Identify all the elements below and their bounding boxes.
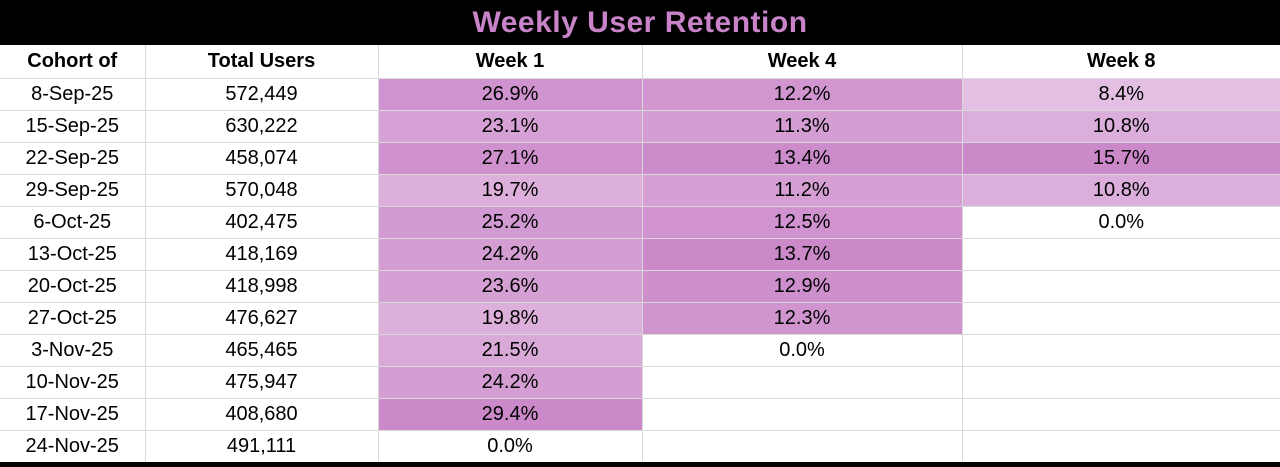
- total-users-cell[interactable]: 458,074: [144, 141, 379, 175]
- week1-cell[interactable]: 29.4%: [377, 397, 643, 431]
- week1-cell[interactable]: 0.0%: [377, 429, 643, 463]
- table-row: 3-Nov-25 465,465 21.5% 0.0%: [0, 333, 1280, 367]
- week8-cell[interactable]: [961, 429, 1280, 463]
- table-body: 8-Sep-25 572,449 26.9% 12.2% 8.4% 15-Sep-25 63…: [0, 77, 1280, 463]
- total-users-cell[interactable]: 418,998: [144, 269, 379, 303]
- week8-cell[interactable]: [961, 301, 1280, 335]
- total-users-cell[interactable]: 418,169: [144, 237, 379, 271]
- week8-cell[interactable]: [961, 237, 1280, 271]
- table-row: 27-Oct-25 476,627 19.8% 12.3%: [0, 301, 1280, 335]
- week1-cell[interactable]: 23.6%: [377, 269, 643, 303]
- week4-cell[interactable]: 12.2%: [641, 77, 963, 111]
- total-users-cell[interactable]: 475,947: [144, 365, 379, 399]
- table-row: 8-Sep-25 572,449 26.9% 12.2% 8.4%: [0, 77, 1280, 111]
- week1-cell[interactable]: 21.5%: [377, 333, 643, 367]
- table-row: 24-Nov-25 491,111 0.0%: [0, 429, 1280, 463]
- total-users-cell[interactable]: 491,111: [144, 429, 379, 463]
- cohort-cell[interactable]: 10-Nov-25: [0, 365, 146, 399]
- column-header-week8[interactable]: Week 8: [961, 45, 1280, 79]
- cohort-cell[interactable]: 6-Oct-25: [0, 205, 146, 239]
- week4-cell[interactable]: 12.9%: [641, 269, 963, 303]
- total-users-cell[interactable]: 465,465: [144, 333, 379, 367]
- column-header-total-users[interactable]: Total Users: [144, 45, 379, 79]
- week1-cell[interactable]: 26.9%: [377, 77, 643, 111]
- table-row: 6-Oct-25 402,475 25.2% 12.5% 0.0%: [0, 205, 1280, 239]
- cohort-cell[interactable]: 13-Oct-25: [0, 237, 146, 271]
- bottom-black-strip: [0, 462, 1280, 467]
- column-header-cohort[interactable]: Cohort of: [0, 45, 146, 79]
- cohort-cell[interactable]: 17-Nov-25: [0, 397, 146, 431]
- cohort-cell[interactable]: 20-Oct-25: [0, 269, 146, 303]
- cohort-cell[interactable]: 27-Oct-25: [0, 301, 146, 335]
- column-header-week4[interactable]: Week 4: [641, 45, 963, 79]
- week8-cell[interactable]: 10.8%: [961, 109, 1280, 143]
- retention-table: Cohort of Total Users Week 1 Week 4 Week…: [0, 45, 1280, 463]
- week8-cell[interactable]: 8.4%: [961, 77, 1280, 111]
- table-row: 20-Oct-25 418,998 23.6% 12.9%: [0, 269, 1280, 303]
- week1-cell[interactable]: 25.2%: [377, 205, 643, 239]
- week8-cell[interactable]: [961, 365, 1280, 399]
- week4-cell[interactable]: [641, 397, 963, 431]
- table-row: 29-Sep-25 570,048 19.7% 11.2% 10.8%: [0, 173, 1280, 207]
- total-users-cell[interactable]: 630,222: [144, 109, 379, 143]
- week4-cell[interactable]: 0.0%: [641, 333, 963, 367]
- total-users-cell[interactable]: 572,449: [144, 77, 379, 111]
- week8-cell[interactable]: [961, 333, 1280, 367]
- week8-cell[interactable]: [961, 269, 1280, 303]
- cohort-cell[interactable]: 15-Sep-25: [0, 109, 146, 143]
- week1-cell[interactable]: 24.2%: [377, 365, 643, 399]
- table-title: Weekly User Retention: [472, 5, 808, 39]
- week4-cell[interactable]: 11.2%: [641, 173, 963, 207]
- week4-cell[interactable]: 12.3%: [641, 301, 963, 335]
- week1-cell[interactable]: 19.8%: [377, 301, 643, 335]
- week8-cell[interactable]: [961, 397, 1280, 431]
- total-users-cell[interactable]: 570,048: [144, 173, 379, 207]
- week4-cell[interactable]: 13.4%: [641, 141, 963, 175]
- column-header-week1[interactable]: Week 1: [377, 45, 643, 79]
- week8-cell[interactable]: 10.8%: [961, 173, 1280, 207]
- week8-cell[interactable]: 0.0%: [961, 205, 1280, 239]
- table-title-bar: Weekly User Retention: [0, 0, 1280, 45]
- cohort-cell[interactable]: 3-Nov-25: [0, 333, 146, 367]
- table-row: 15-Sep-25 630,222 23.1% 11.3% 10.8%: [0, 109, 1280, 143]
- header-row: Cohort of Total Users Week 1 Week 4 Week…: [0, 45, 1280, 79]
- table-row: 13-Oct-25 418,169 24.2% 13.7%: [0, 237, 1280, 271]
- cohort-cell[interactable]: 22-Sep-25: [0, 141, 146, 175]
- cohort-cell[interactable]: 24-Nov-25: [0, 429, 146, 463]
- total-users-cell[interactable]: 408,680: [144, 397, 379, 431]
- table-row: 22-Sep-25 458,074 27.1% 13.4% 15.7%: [0, 141, 1280, 175]
- cohort-cell[interactable]: 29-Sep-25: [0, 173, 146, 207]
- total-users-cell[interactable]: 476,627: [144, 301, 379, 335]
- table-row: 10-Nov-25 475,947 24.2%: [0, 365, 1280, 399]
- week4-cell[interactable]: 11.3%: [641, 109, 963, 143]
- week4-cell[interactable]: [641, 429, 963, 463]
- week1-cell[interactable]: 19.7%: [377, 173, 643, 207]
- table-row: 17-Nov-25 408,680 29.4%: [0, 397, 1280, 431]
- week1-cell[interactable]: 27.1%: [377, 141, 643, 175]
- week8-cell[interactable]: 15.7%: [961, 141, 1280, 175]
- total-users-cell[interactable]: 402,475: [144, 205, 379, 239]
- week1-cell[interactable]: 24.2%: [377, 237, 643, 271]
- week1-cell[interactable]: 23.1%: [377, 109, 643, 143]
- week4-cell[interactable]: 12.5%: [641, 205, 963, 239]
- week4-cell[interactable]: [641, 365, 963, 399]
- cohort-cell[interactable]: 8-Sep-25: [0, 77, 146, 111]
- week4-cell[interactable]: 13.7%: [641, 237, 963, 271]
